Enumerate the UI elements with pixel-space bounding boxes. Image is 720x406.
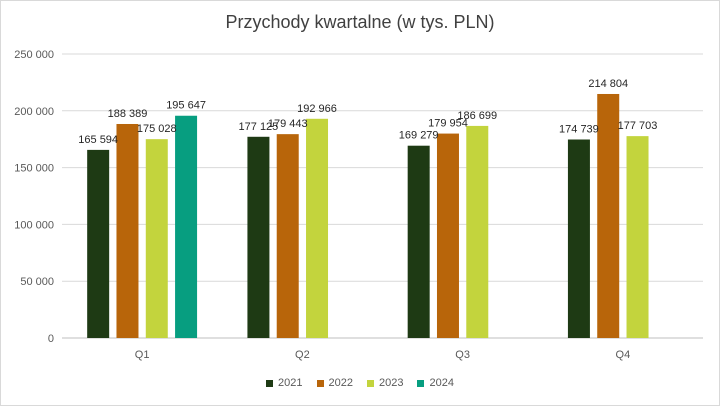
data-label-q1-2023: 175 028 [137, 123, 177, 135]
category-label: Q1 [135, 349, 150, 361]
legend-swatch [417, 379, 425, 387]
data-label-q1-2022: 188 389 [108, 108, 148, 120]
legend-label: 2024 [429, 377, 454, 389]
data-label-q4-2022: 214 804 [588, 78, 628, 90]
legend-item-2023: 2023 [367, 377, 403, 389]
y-tick-label: 0 [48, 333, 54, 345]
data-label-q1-2024: 195 647 [166, 100, 206, 112]
legend-label: 2023 [379, 377, 404, 389]
x-axis-categories: Q1 Q2 Q3 Q4 [135, 349, 630, 361]
bar-q3-2023 [466, 125, 489, 338]
bar-q2-2022 [276, 134, 299, 338]
y-tick-label: 150 000 [14, 163, 54, 175]
gridlines [62, 53, 703, 339]
y-tick-label: 250 000 [14, 49, 54, 61]
chart-title: Przychody kwartalne (w tys. PLN) [225, 12, 495, 32]
data-label-q4-2021: 174 739 [559, 123, 599, 135]
y-tick-label: 100 000 [14, 219, 54, 231]
y-axis-ticks: 0 50 000 100 000 150 000 200 000 250 000 [14, 49, 54, 345]
data-label-q4-2023: 177 703 [618, 120, 658, 132]
legend: 2021 2022 2023 2024 [0, 377, 720, 389]
bar-q1-2021 [87, 149, 110, 338]
legend-item-2024: 2024 [417, 377, 454, 389]
data-label-q2-2023: 192 966 [297, 103, 337, 115]
legend-item-2022: 2022 [316, 377, 353, 389]
legend-label: 2022 [328, 377, 353, 389]
data-label-q3-2023: 186 699 [457, 110, 497, 122]
data-label-q3-2022: 179 954 [428, 118, 468, 130]
legend-swatch [266, 379, 274, 387]
bar-q1-2024 [175, 115, 198, 338]
data-label-q3-2021: 169 279 [399, 130, 439, 142]
data-label-q1-2021: 165 594 [78, 134, 118, 146]
bar-q3-2021 [407, 145, 430, 338]
y-tick-label: 50 000 [20, 276, 54, 288]
bar-q2-2021 [247, 136, 270, 338]
bar-q4-2021 [567, 139, 590, 338]
bars [87, 93, 649, 339]
legend-label: 2021 [278, 377, 303, 389]
category-label: Q2 [295, 349, 310, 361]
legend-swatch [367, 379, 374, 387]
legend-swatch [316, 379, 324, 387]
category-label: Q3 [455, 349, 470, 361]
bar-q4-2022 [597, 93, 620, 338]
data-label-q2-2021: 177 125 [239, 121, 279, 133]
bar-q2-2023 [306, 118, 329, 339]
bar-q1-2022 [116, 123, 139, 338]
bar-q3-2022 [436, 133, 459, 338]
data-label-q2-2022: 179 443 [268, 118, 308, 130]
category-label: Q4 [616, 349, 631, 361]
bar-q4-2023 [626, 136, 649, 338]
y-tick-label: 200 000 [14, 106, 54, 118]
legend-item-2021: 2021 [266, 377, 303, 389]
bar-q1-2023 [145, 139, 168, 338]
